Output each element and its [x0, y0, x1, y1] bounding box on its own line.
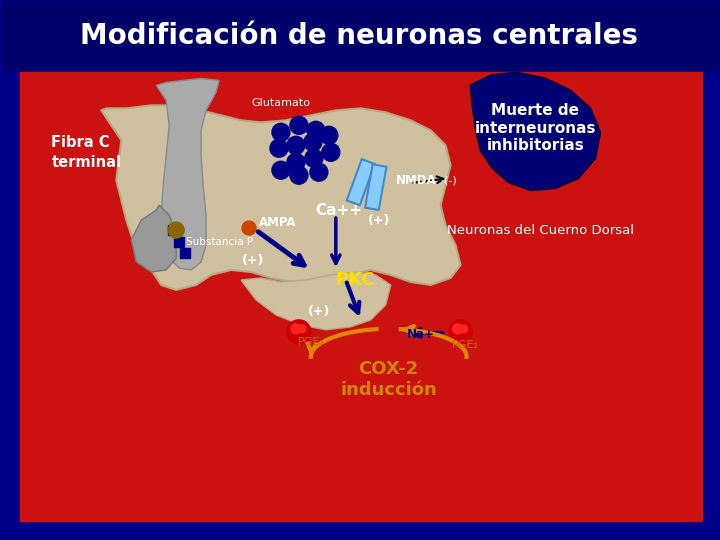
Bar [19, 72, 702, 522]
Circle shape [242, 221, 256, 235]
Text: NMDA: NMDA [396, 174, 436, 187]
Text: (+): (+) [242, 253, 264, 267]
Text: COX-2
inducción: COX-2 inducción [341, 360, 437, 399]
Circle shape [449, 320, 472, 344]
Text: Na+: Na+ [407, 328, 435, 341]
Text: Modificación de neuronas centrales: Modificación de neuronas centrales [80, 22, 638, 50]
Text: PGE₂: PGE₂ [297, 337, 324, 347]
Bar [347, 159, 375, 205]
Polygon shape [156, 78, 219, 270]
Bar [1, 522, 720, 539]
Text: PGE₂: PGE₂ [452, 340, 479, 350]
Bar [365, 164, 387, 210]
Text: Glutamato: Glutamato [251, 98, 310, 109]
Text: AMPA: AMPA [259, 215, 297, 228]
Bar [180, 248, 190, 258]
Circle shape [287, 136, 305, 154]
Text: Fibra C
terminal: Fibra C terminal [51, 135, 122, 170]
Circle shape [272, 161, 290, 179]
Circle shape [459, 325, 467, 333]
Circle shape [307, 122, 325, 139]
Circle shape [320, 126, 338, 144]
Bar [1, 1, 720, 70]
Text: (-): (-) [444, 175, 457, 185]
Text: (+): (+) [367, 214, 390, 227]
Polygon shape [471, 72, 600, 190]
Circle shape [322, 143, 340, 161]
Circle shape [290, 116, 308, 134]
Circle shape [310, 163, 328, 181]
Circle shape [287, 320, 311, 344]
Circle shape [272, 123, 290, 141]
Bar [1, 1, 19, 539]
Polygon shape [131, 205, 176, 272]
Text: Ca++: Ca++ [315, 202, 362, 218]
Circle shape [270, 139, 288, 157]
Text: Substancia P: Substancia P [186, 237, 253, 247]
Text: (+): (+) [307, 306, 330, 319]
Bar [1, 1, 720, 72]
Text: Muerte de
interneuronas
inhibitorias: Muerte de interneuronas inhibitorias [474, 103, 596, 153]
Polygon shape [241, 272, 391, 330]
Bar [174, 237, 184, 247]
Bar [702, 1, 720, 539]
Circle shape [287, 153, 305, 171]
Circle shape [168, 222, 184, 238]
Circle shape [298, 325, 306, 333]
Circle shape [304, 133, 322, 151]
Circle shape [305, 149, 323, 167]
Text: Neuronas del Cuerno Dorsal: Neuronas del Cuerno Dorsal [447, 224, 634, 237]
Circle shape [291, 324, 301, 334]
Text: PKC: PKC [336, 271, 375, 289]
Circle shape [290, 166, 308, 184]
Polygon shape [102, 105, 461, 290]
Bar [168, 225, 178, 235]
Circle shape [453, 324, 462, 334]
